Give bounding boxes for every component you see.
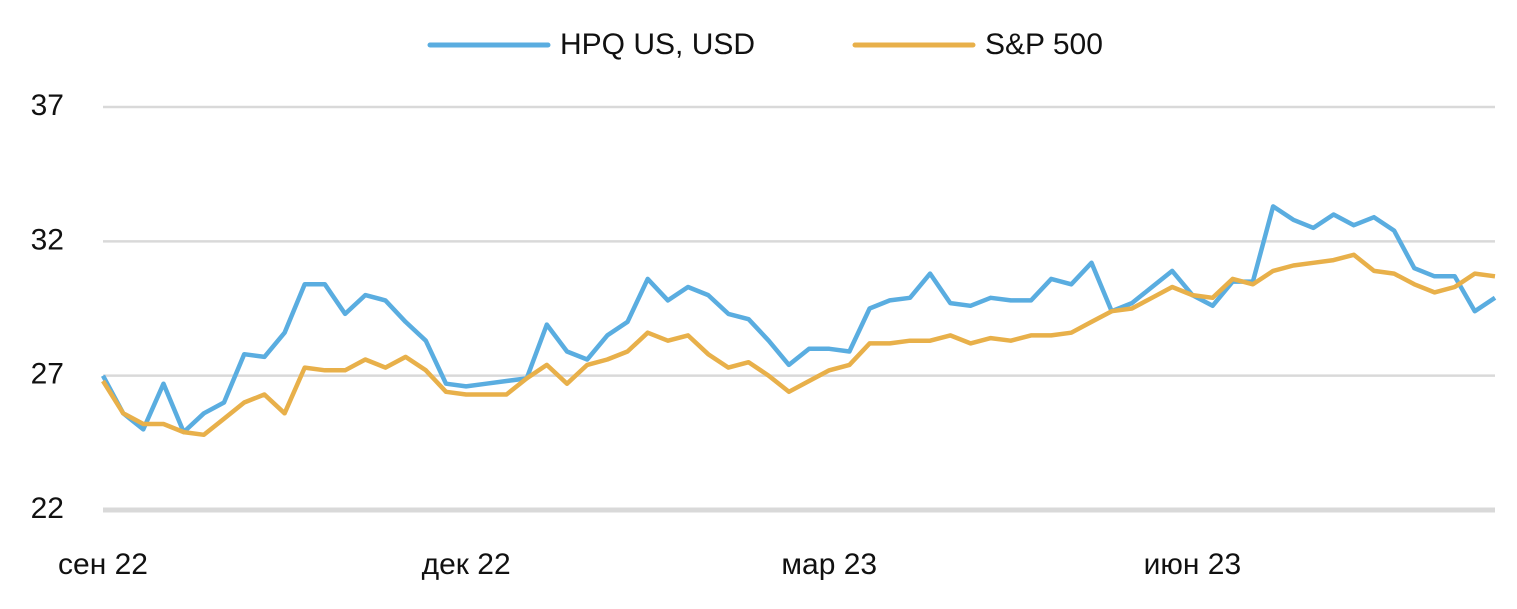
y-tick-label: 37 [31, 89, 64, 122]
x-tick-label: сен 22 [58, 548, 148, 581]
series-line [101, 204, 1497, 435]
x-tick-label: дек 22 [422, 548, 511, 581]
series-line [101, 252, 1496, 438]
legend-label: S&P 500 [985, 28, 1103, 61]
x-tick-label: июн 23 [1144, 548, 1242, 581]
x-tick-label: мар 23 [781, 548, 877, 581]
y-tick-label: 22 [31, 492, 64, 525]
y-tick-label: 32 [31, 223, 64, 256]
legend-label: HPQ US, USD [560, 28, 755, 61]
y-tick-label: 27 [31, 358, 64, 391]
